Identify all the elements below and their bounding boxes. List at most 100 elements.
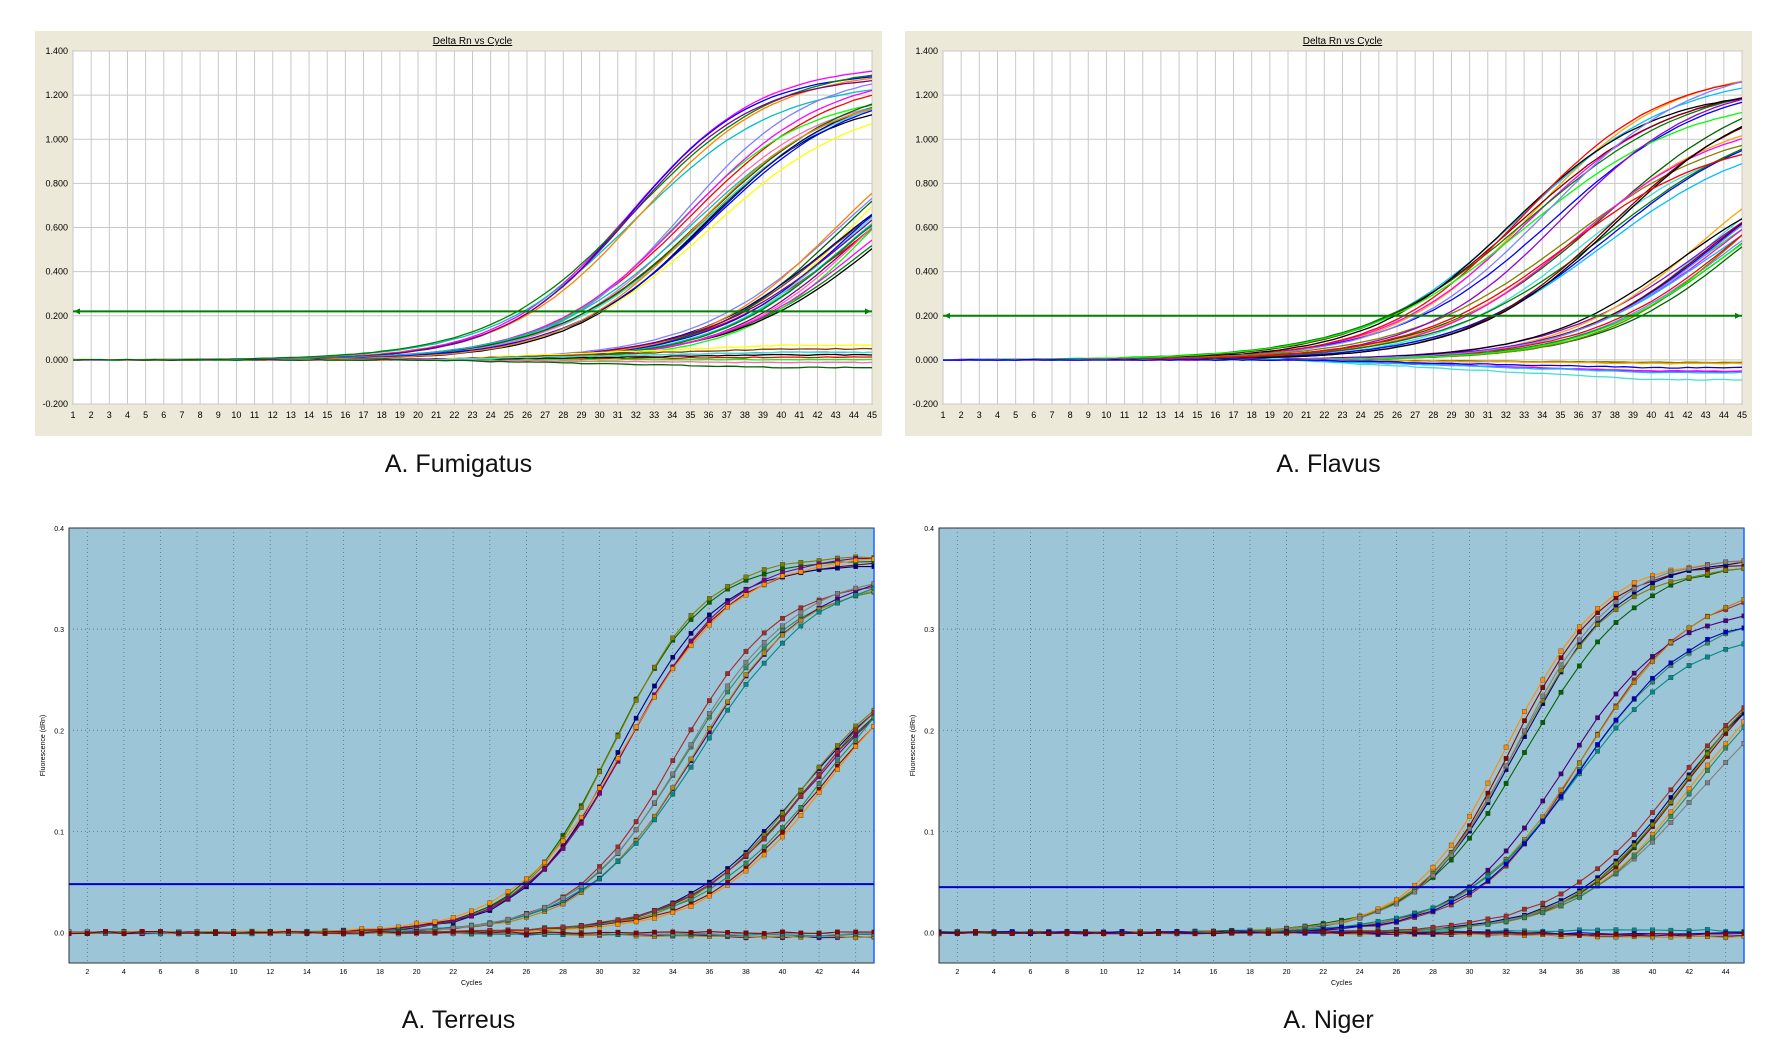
x-tick-label: 9 — [1086, 410, 1091, 420]
y-tick-label: 0.2 — [924, 728, 934, 735]
panel-fumigatus: Delta Rn vs Cycle 1.400 1.200 1.000 0.800 0.6… — [35, 31, 882, 436]
data-marker — [706, 735, 712, 741]
data-marker — [615, 850, 621, 856]
data-marker — [743, 672, 749, 678]
x-tick-label: 10 — [1101, 410, 1111, 420]
x-tick-label: 24 — [1356, 410, 1366, 420]
x-tick-label: 4 — [125, 410, 130, 420]
data-marker — [1723, 618, 1729, 624]
x-tick-label: 13 — [286, 410, 296, 420]
data-marker — [798, 788, 804, 793]
data-marker — [487, 906, 493, 912]
x-tick-label: 18 — [1246, 969, 1254, 976]
x-tick-label: 14 — [304, 410, 314, 420]
plot-area — [938, 527, 1745, 964]
data-marker — [1357, 923, 1363, 929]
data-marker — [835, 600, 840, 606]
data-marker — [1265, 930, 1271, 936]
x-tick-label: 7 — [179, 410, 184, 420]
x-tick-label: 28 — [1428, 410, 1438, 420]
data-marker — [835, 565, 840, 571]
data-marker — [194, 930, 200, 936]
data-marker — [706, 622, 712, 628]
data-marker — [816, 764, 822, 770]
data-marker — [158, 929, 163, 934]
x-tick-label: 7 — [1049, 410, 1054, 420]
data-marker — [1137, 930, 1143, 936]
data-marker — [597, 876, 602, 882]
x-tick-label: 5 — [143, 410, 148, 420]
x-tick-label: 32 — [632, 969, 640, 976]
x-tick-label: 4 — [122, 969, 126, 976]
data-marker — [1595, 932, 1600, 937]
data-marker — [816, 772, 822, 777]
x-tick-label: 25 — [504, 410, 514, 420]
x-tick-label: 4 — [995, 410, 1000, 420]
y-tick-label: 1.400 — [45, 46, 68, 56]
data-marker — [853, 585, 859, 591]
data-marker — [725, 584, 730, 589]
data-marker — [853, 737, 859, 743]
data-marker — [670, 791, 676, 797]
chart-niger: 0.40.30.20.10.02 4 6 8 10 12 14 16 18 20 22 24 26 28 3… — [905, 520, 1752, 1000]
data-marker — [1448, 899, 1454, 905]
data-marker — [1430, 930, 1436, 936]
x-tick-label: 40 — [1649, 969, 1657, 976]
x-tick-label: 14 — [303, 969, 311, 976]
data-marker — [231, 930, 237, 936]
curves-group — [939, 558, 1744, 940]
data-marker — [743, 853, 749, 859]
data-marker — [816, 931, 822, 936]
data-marker — [725, 604, 730, 610]
data-marker — [505, 916, 511, 922]
data-marker — [615, 930, 621, 935]
data-marker — [954, 930, 960, 936]
data-marker — [1448, 852, 1454, 858]
data-marker — [1522, 750, 1527, 755]
data-marker — [1705, 571, 1710, 577]
x-tick-label: 38 — [740, 410, 750, 420]
data-marker — [725, 600, 730, 606]
data-marker — [560, 924, 566, 930]
x-tick-label: 8 — [195, 969, 199, 976]
x-tick-label: 17 — [1229, 410, 1239, 420]
data-marker — [1723, 646, 1729, 652]
x-tick-label: 38 — [1610, 410, 1620, 420]
data-marker — [1485, 780, 1491, 786]
data-marker — [1631, 680, 1637, 685]
data-marker — [743, 587, 749, 593]
data-marker — [1723, 745, 1729, 751]
chart-title: Delta Rn vs Cycle — [1303, 36, 1383, 47]
data-marker — [1503, 848, 1509, 854]
data-marker — [1595, 877, 1600, 883]
data-marker — [1503, 744, 1509, 750]
data-marker — [1394, 897, 1399, 903]
data-marker — [213, 929, 218, 935]
data-marker — [816, 609, 822, 615]
data-marker — [706, 725, 712, 731]
data-marker — [1522, 718, 1527, 724]
data-marker — [1485, 790, 1491, 796]
caption-terreus: A. Terreus — [401, 1006, 516, 1034]
data-marker — [1741, 931, 1744, 936]
data-marker — [1357, 915, 1363, 921]
data-marker — [1631, 842, 1637, 848]
data-marker — [1686, 566, 1692, 571]
data-marker — [469, 923, 474, 929]
data-marker — [1558, 689, 1564, 695]
data-marker — [1485, 922, 1491, 927]
panel-niger: 0.4 0.3 0.2 0.1 0.0 2 4 6 8 10 12 14 16 18 20 22 24 26 28 3… — [905, 520, 1752, 1000]
data-marker — [1430, 908, 1436, 914]
data-marker — [1064, 930, 1070, 935]
data-marker — [761, 640, 767, 645]
y-tick-label: -0.200 — [42, 399, 68, 409]
data-marker — [871, 929, 874, 935]
data-marker — [780, 615, 785, 621]
data-marker — [652, 817, 657, 823]
data-marker — [1284, 930, 1289, 936]
x-axis-label: Cycles — [461, 980, 483, 987]
data-marker — [578, 805, 584, 810]
y-tick-label: 0.600 — [915, 223, 938, 233]
data-marker — [853, 564, 859, 569]
data-marker — [1650, 810, 1655, 815]
